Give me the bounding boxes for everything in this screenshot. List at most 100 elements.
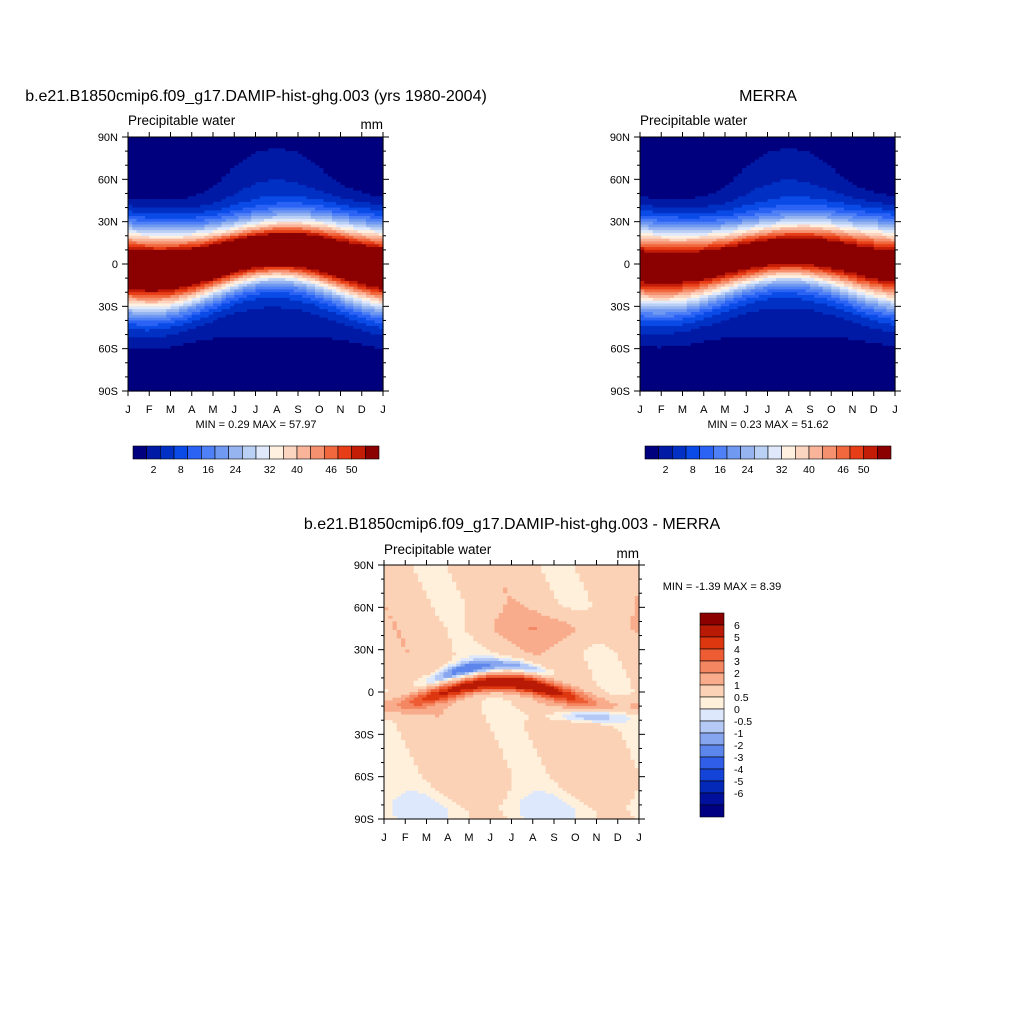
heatmap-cell [268,165,274,169]
heatmap-cell [128,314,133,319]
heatmap-cell [191,306,197,310]
heatmap-cell [306,173,312,178]
heatmap-cell [366,159,371,163]
heatmap-cell [272,196,278,200]
heatmap-cell [234,165,240,169]
heatmap-cell [298,207,303,211]
heatmap-cell [332,278,337,282]
heatmap-cell [361,190,367,195]
heatmap-cell [285,137,291,141]
heatmap-cell [268,283,274,288]
heatmap-cell [234,266,240,271]
heatmap-cell [306,165,312,169]
heatmap-cell [302,303,308,307]
heatmap-cell [200,292,206,296]
heatmap-cell [179,280,184,285]
heatmap-cell [293,264,299,268]
heatmap-cell [259,204,265,209]
heatmap-cell [136,317,142,322]
heatmap-cell [281,190,286,195]
heatmap-cell [374,278,380,282]
heatmap-cell [196,210,201,214]
heatmap-cell [221,165,227,169]
heatmap-cell [247,323,252,327]
heatmap-cell [378,193,384,197]
heatmap-cell [366,196,371,200]
heatmap-cell [204,292,210,296]
heatmap-cell [378,320,384,324]
heatmap-cell [149,311,155,316]
heatmap-cell [374,289,380,293]
heatmap-cell [255,258,261,262]
heatmap-cell [225,258,231,262]
heatmap-cell [310,139,316,144]
heatmap-cell [336,224,342,228]
heatmap-cell [327,252,333,257]
heatmap-cell [238,266,244,271]
heatmap-cell [306,213,312,217]
heatmap-cell [149,230,155,234]
heatmap-cell [145,168,150,172]
heatmap-cell [247,326,252,330]
heatmap-cell [251,153,257,158]
heatmap-cell [361,235,367,240]
heatmap-cell [208,187,214,192]
heatmap-cell [272,204,278,209]
heatmap-cell [221,311,227,316]
heatmap-cell [145,292,150,296]
heatmap-cell [353,148,359,152]
heatmap-cell [366,238,371,243]
heatmap-cell [366,320,371,324]
heatmap-cell [128,320,133,324]
heatmap-cell [315,272,320,276]
heatmap-cell [370,201,376,206]
heatmap-cell [174,145,180,149]
heatmap-cell [179,261,184,265]
heatmap-cell [221,151,227,155]
heatmap-cell [323,213,329,217]
heatmap-cell [238,264,244,268]
heatmap-cell [353,323,359,327]
heatmap-cell [196,283,201,288]
heatmap-cell [306,176,312,180]
heatmap-cell [149,272,155,276]
heatmap-cell [374,238,380,243]
heatmap-cell [327,311,333,316]
heatmap-cell [268,235,274,240]
heatmap-cell [242,148,248,152]
heatmap-cell [166,170,172,175]
heatmap-cell [196,297,201,302]
heatmap-cell [285,323,291,327]
heatmap-cell [349,184,354,189]
heatmap-cell [361,151,367,155]
heatmap-cell [183,170,189,175]
heatmap-cell [315,286,320,290]
heatmap-cell [136,176,142,180]
heatmap-cell [140,258,146,262]
heatmap-cell [361,139,367,144]
heatmap-cell [281,295,286,299]
heatmap-cell [361,272,367,276]
heatmap-cell [153,207,159,211]
heatmap-cell [298,309,303,313]
heatmap-cell [217,159,223,163]
heatmap-cell [196,151,201,155]
heatmap-cell [251,184,257,189]
heatmap-cell [247,151,252,155]
heatmap-cell [255,295,261,299]
heatmap-cell [149,204,155,209]
heatmap-cell [293,255,299,259]
heatmap-cell [344,278,350,282]
heatmap-cell [336,159,342,163]
heatmap-cell [276,151,282,155]
heatmap-cell [255,153,261,158]
heatmap-cell [145,323,150,327]
heatmap-cell [340,196,346,200]
heatmap-cell [162,168,167,172]
heatmap-cell [344,320,350,324]
heatmap-cell [221,224,227,228]
heatmap-cell [213,320,218,324]
heatmap-cell [221,230,227,234]
heatmap-cell [319,142,325,147]
heatmap-cell [136,221,142,226]
